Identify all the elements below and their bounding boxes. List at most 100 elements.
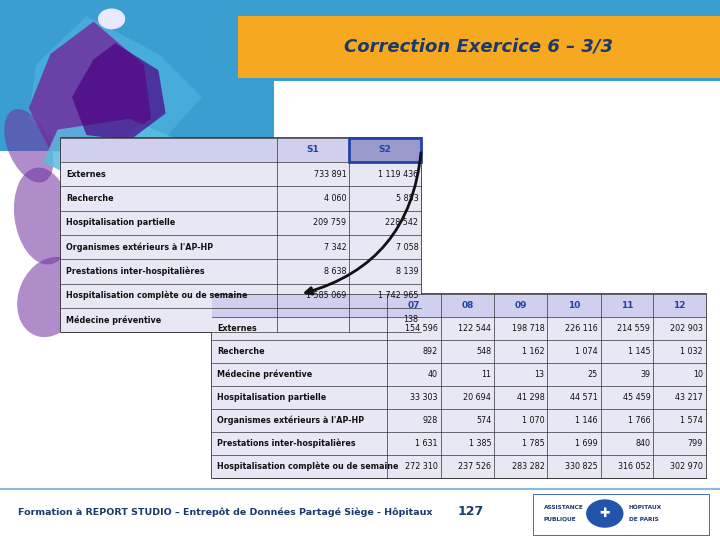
Text: 07: 07 — [408, 301, 420, 310]
Text: 10: 10 — [693, 370, 703, 379]
FancyBboxPatch shape — [61, 211, 421, 235]
Text: 25: 25 — [588, 370, 598, 379]
FancyBboxPatch shape — [61, 138, 421, 162]
Text: ✚: ✚ — [600, 507, 610, 520]
Text: 1 145: 1 145 — [628, 347, 650, 356]
Text: 11: 11 — [621, 301, 633, 310]
Polygon shape — [72, 43, 166, 140]
Text: 1 119 436: 1 119 436 — [378, 170, 418, 179]
Text: 330 825: 330 825 — [565, 462, 598, 471]
Text: 214 559: 214 559 — [618, 324, 650, 333]
Ellipse shape — [4, 109, 53, 183]
FancyBboxPatch shape — [61, 235, 421, 259]
Text: 1 162: 1 162 — [522, 347, 544, 356]
Text: Médecine préventive: Médecine préventive — [66, 315, 161, 325]
FancyBboxPatch shape — [61, 138, 421, 332]
Text: 8 638: 8 638 — [324, 267, 346, 276]
Text: S2: S2 — [379, 145, 392, 154]
Text: 4 060: 4 060 — [324, 194, 346, 203]
Text: 138: 138 — [403, 315, 418, 325]
Text: Hospitalisation partielle: Hospitalisation partielle — [66, 218, 176, 227]
Polygon shape — [29, 16, 202, 151]
FancyBboxPatch shape — [212, 432, 706, 455]
Text: 574: 574 — [476, 416, 491, 425]
FancyBboxPatch shape — [212, 294, 706, 317]
FancyBboxPatch shape — [212, 386, 706, 409]
Text: 1 574: 1 574 — [680, 416, 703, 425]
Text: 44 571: 44 571 — [570, 393, 598, 402]
Text: 1 032: 1 032 — [680, 347, 703, 356]
Text: 209 759: 209 759 — [313, 218, 346, 227]
Text: 41 298: 41 298 — [517, 393, 544, 402]
FancyBboxPatch shape — [212, 363, 706, 386]
Text: 316 052: 316 052 — [618, 462, 650, 471]
Polygon shape — [43, 119, 180, 184]
Ellipse shape — [17, 257, 84, 337]
Text: 1 742 965: 1 742 965 — [378, 291, 418, 300]
Text: 154 596: 154 596 — [405, 324, 438, 333]
Text: 7 342: 7 342 — [323, 242, 346, 252]
Text: S2: S2 — [379, 145, 392, 154]
FancyBboxPatch shape — [212, 317, 706, 340]
FancyArrowPatch shape — [305, 153, 421, 294]
Text: Prestations inter-hospitalières: Prestations inter-hospitalières — [217, 438, 356, 448]
FancyBboxPatch shape — [61, 259, 421, 284]
FancyBboxPatch shape — [61, 284, 421, 308]
FancyBboxPatch shape — [533, 494, 709, 535]
Text: ASSISTANCE: ASSISTANCE — [544, 505, 583, 510]
Text: 127: 127 — [457, 505, 483, 518]
Text: 13: 13 — [534, 370, 544, 379]
Text: 272 310: 272 310 — [405, 462, 438, 471]
Text: Organismes extérieurs à l'AP-HP: Organismes extérieurs à l'AP-HP — [217, 416, 364, 426]
FancyBboxPatch shape — [61, 186, 421, 211]
Text: 1 070: 1 070 — [522, 416, 544, 425]
Text: 1 074: 1 074 — [575, 347, 598, 356]
Text: Hospitalisation partielle: Hospitalisation partielle — [217, 393, 327, 402]
Text: 43 217: 43 217 — [675, 393, 703, 402]
Text: 1 385: 1 385 — [469, 439, 491, 448]
Text: 840: 840 — [636, 439, 650, 448]
Text: 33 303: 33 303 — [410, 393, 438, 402]
Text: Médecine préventive: Médecine préventive — [217, 370, 312, 380]
Circle shape — [99, 9, 125, 29]
FancyBboxPatch shape — [212, 294, 706, 478]
Text: Correction Exercice 6 – 3/3: Correction Exercice 6 – 3/3 — [344, 38, 613, 56]
FancyBboxPatch shape — [0, 0, 720, 81]
Text: Externes: Externes — [66, 170, 106, 179]
FancyBboxPatch shape — [61, 162, 421, 186]
Text: 1 766: 1 766 — [628, 416, 650, 425]
FancyBboxPatch shape — [212, 409, 706, 432]
Text: 226 116: 226 116 — [565, 324, 598, 333]
FancyBboxPatch shape — [349, 138, 421, 162]
Text: 10: 10 — [568, 301, 580, 310]
Text: 198 718: 198 718 — [512, 324, 544, 333]
Text: 1 585 069: 1 585 069 — [306, 291, 346, 300]
Text: 892: 892 — [423, 347, 438, 356]
FancyBboxPatch shape — [61, 308, 421, 332]
Text: 08: 08 — [462, 301, 474, 310]
Text: 09: 09 — [514, 301, 527, 310]
Text: PUBLIQUE: PUBLIQUE — [544, 517, 576, 522]
Text: 733 891: 733 891 — [314, 170, 346, 179]
Text: 928: 928 — [423, 416, 438, 425]
Text: Recherche: Recherche — [66, 194, 114, 203]
Text: 8 139: 8 139 — [396, 267, 418, 276]
Text: Hospitalisation complète ou de semaine: Hospitalisation complète ou de semaine — [66, 291, 248, 300]
Text: 45 459: 45 459 — [623, 393, 650, 402]
FancyBboxPatch shape — [212, 340, 706, 363]
Text: Prestations inter-hospitalières: Prestations inter-hospitalières — [66, 267, 205, 276]
Text: HÔPITAUX: HÔPITAUX — [629, 505, 662, 510]
Text: Formation à REPORT STUDIO – Entrepôt de Données Partagé Siège - Hôpitaux: Formation à REPORT STUDIO – Entrepôt de … — [18, 507, 433, 517]
FancyBboxPatch shape — [0, 0, 274, 151]
Text: 1 785: 1 785 — [522, 439, 544, 448]
Text: 122 544: 122 544 — [458, 324, 491, 333]
FancyBboxPatch shape — [238, 16, 720, 78]
Text: Organismes extérieurs à l'AP-HP: Organismes extérieurs à l'AP-HP — [66, 242, 213, 252]
Text: 40: 40 — [428, 370, 438, 379]
Text: 1 146: 1 146 — [575, 416, 598, 425]
Text: Hospitalisation complète ou de semaine: Hospitalisation complète ou de semaine — [217, 462, 399, 471]
Text: DE PARIS: DE PARIS — [629, 517, 658, 522]
Text: 20 694: 20 694 — [464, 393, 491, 402]
Text: 202 903: 202 903 — [670, 324, 703, 333]
Text: 1 631: 1 631 — [415, 439, 438, 448]
